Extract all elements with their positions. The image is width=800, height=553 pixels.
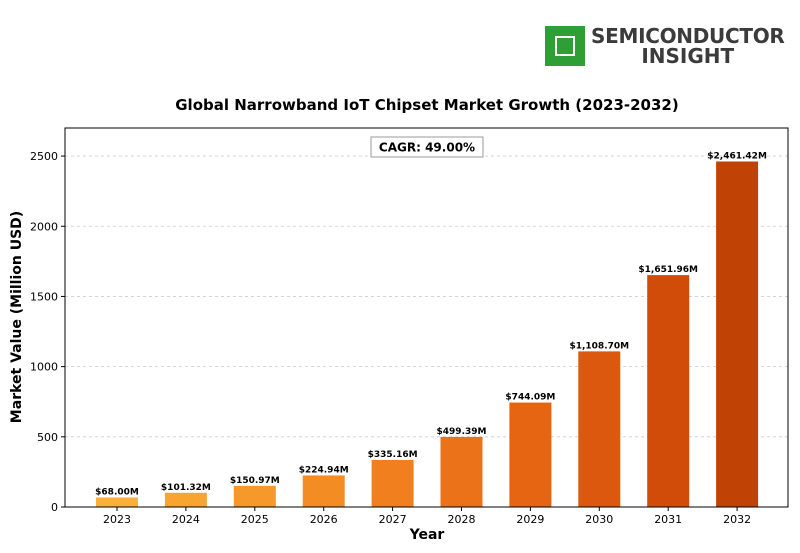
bar xyxy=(302,475,345,507)
y-tick-label: 1000 xyxy=(30,361,58,374)
x-tick-label: 2028 xyxy=(448,513,476,526)
y-tick-label: 2500 xyxy=(30,150,58,163)
brand-logo: SEMICONDUCTOR INSIGHT xyxy=(545,24,785,68)
bar-value-label: $68.00M xyxy=(95,487,139,497)
x-tick-label: 2030 xyxy=(585,513,613,526)
bar xyxy=(716,161,759,507)
x-tick-label: 2023 xyxy=(103,513,131,526)
y-axis: 0 500 1000 1500 2000 2500 xyxy=(30,150,65,514)
cagr-annotation: CAGR: 49.00% xyxy=(379,141,475,155)
x-tick-label: 2031 xyxy=(654,513,682,526)
bar xyxy=(647,275,690,507)
x-tick-label: 2029 xyxy=(516,513,544,526)
y-tick-label: 500 xyxy=(37,431,58,444)
bar xyxy=(509,402,552,507)
y-tick-label: 2000 xyxy=(30,220,58,233)
bar-value-label: $1,651.96M xyxy=(638,265,698,275)
logo-line1: SEMICONDUCTOR xyxy=(591,24,785,48)
x-tick-label: 2026 xyxy=(310,513,338,526)
bar xyxy=(164,492,207,507)
cagr-box xyxy=(370,136,484,158)
x-tick-label: 2025 xyxy=(241,513,269,526)
bar xyxy=(233,485,276,507)
bar-value-label: $744.09M xyxy=(505,393,555,403)
bar xyxy=(96,497,138,507)
y-tick-label: 1500 xyxy=(30,290,58,303)
bar-value-label: $335.16M xyxy=(368,450,418,460)
plot-frame xyxy=(64,127,789,508)
y-tick-label: 0 xyxy=(51,501,58,514)
chip-icon xyxy=(545,26,585,66)
bar xyxy=(578,351,621,507)
bar-value-label: $101.32M xyxy=(161,483,211,493)
x-axis-label: Year xyxy=(409,527,445,543)
bars: $68.00M $101.32M $150.97M $224.94M $335.16M $… xyxy=(95,151,767,507)
x-axis: 2023 2024 2025 2026 2027 2028 2029 2030 2031 2032 xyxy=(103,507,751,526)
x-tick-label: 2024 xyxy=(172,513,200,526)
bar-value-label: $499.39M xyxy=(437,427,487,437)
logo-line2: INSIGHT xyxy=(641,44,735,68)
x-tick-label: 2032 xyxy=(723,513,751,526)
chart-title: Global Narrowband IoT Chipset Market Gro… xyxy=(175,96,678,114)
bar-value-label: $1,108.70M xyxy=(569,341,629,351)
x-tick-label: 2027 xyxy=(379,513,407,526)
bar-value-label: $224.94M xyxy=(299,465,349,475)
y-axis-label: Market Value (Million USD) xyxy=(9,211,25,423)
logo-wordmark: SEMICONDUCTOR INSIGHT xyxy=(591,26,785,66)
bar xyxy=(440,436,483,507)
bar-value-label: $150.97M xyxy=(230,476,280,486)
bar-value-label: $2,461.42M xyxy=(707,151,767,161)
bar xyxy=(371,459,414,507)
